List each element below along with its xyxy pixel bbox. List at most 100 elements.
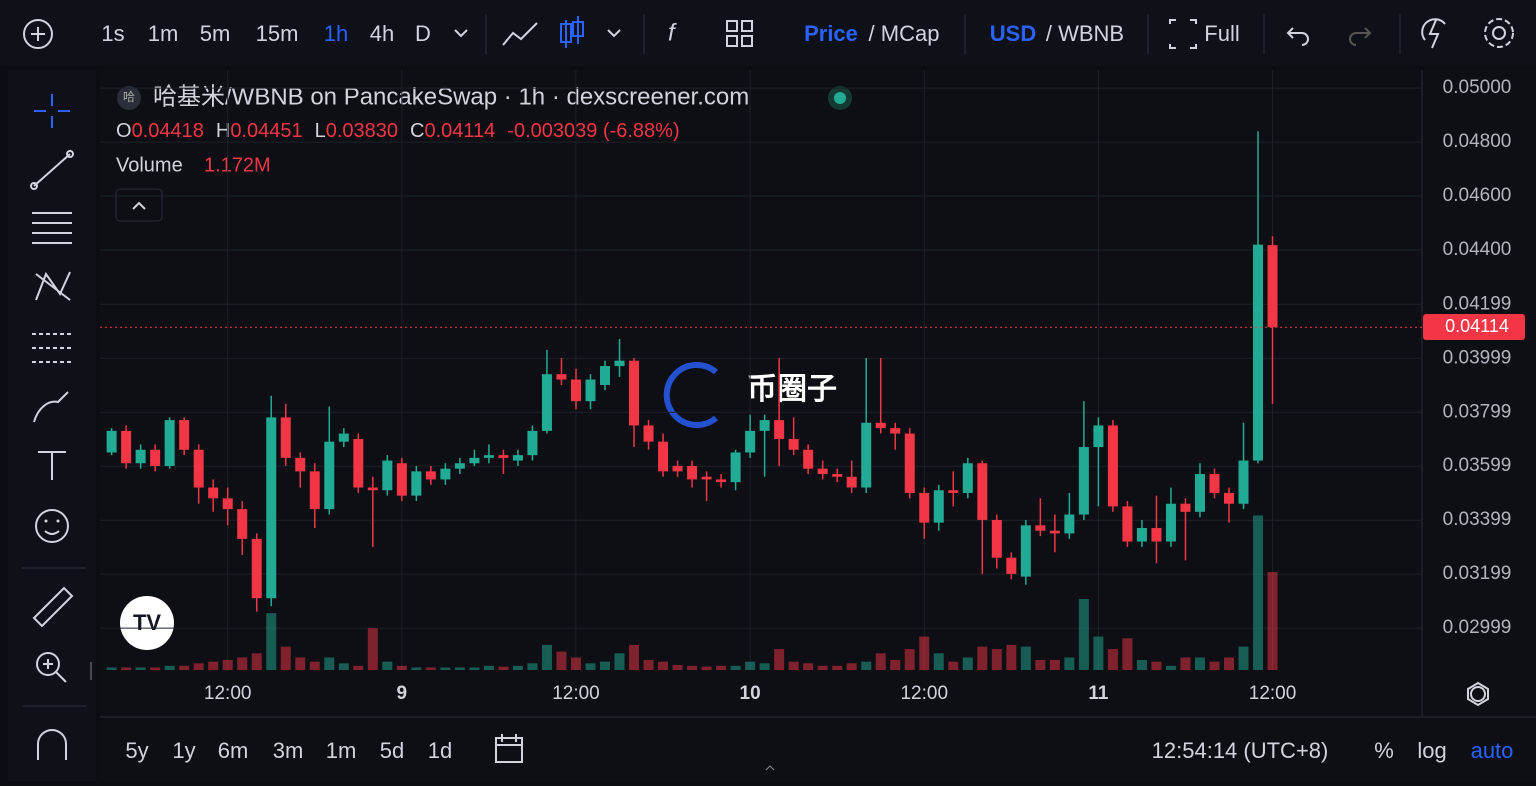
volume-bar [483,665,494,670]
volume-bar [338,663,349,670]
volume-bar [1209,661,1220,670]
volume-bar [846,663,857,670]
candle-body [1180,503,1191,512]
volume-bar [861,661,872,670]
candle-body [1194,474,1205,512]
svg-text:TV: TV [133,610,161,635]
interval[interactable]: 1h [323,21,349,46]
candle-body [1049,530,1060,534]
y-tick-label: 0.03399 [1443,509,1512,530]
clock: 12:54:14 (UTC+8) [1151,738,1329,763]
volume-bar [280,646,291,670]
candle-body [643,425,654,442]
candle-body [382,460,393,491]
candle-body [817,468,828,475]
candle-body [280,417,291,458]
candle-body [556,374,567,380]
candle-body [774,420,785,439]
volume-bar [1122,638,1133,670]
candle-body [396,463,407,496]
volume-bar [411,667,422,670]
volume-bar [469,667,480,670]
volume-bar [556,651,567,670]
wbnb-toggle[interactable]: / WBNB [1045,21,1125,46]
tv-logo[interactable] [120,596,174,650]
y-tick-label: 0.03199 [1443,563,1512,584]
watermark: 币圈子 [747,373,837,406]
x-tick-label: 9 [397,683,408,704]
candle-body [222,498,233,510]
interval[interactable]: 5m [199,21,231,46]
candle-body [1078,447,1089,515]
volume-bar [1006,644,1017,670]
candle-body [759,420,770,431]
candle-body [803,449,814,469]
volume-bar [948,661,959,670]
candle-body [585,379,596,402]
volume-bar [716,665,727,670]
candle-body [687,465,698,480]
candle-body [1107,425,1118,507]
mcap-toggle[interactable]: / MCap [868,21,940,46]
interval[interactable]: 15m [255,21,299,46]
candle-body [701,476,712,480]
range[interactable]: 3m [272,738,304,763]
volume-bar [106,667,117,670]
usd-toggle[interactable]: USD [989,21,1037,46]
candle-body [179,420,190,450]
candle-body [890,428,901,434]
candle-body [367,487,378,491]
candle-body [1223,492,1234,504]
candle-body [977,463,988,520]
range[interactable]: 5y [125,738,149,763]
auto-toggle[interactable]: auto [1470,738,1514,763]
interval[interactable]: D [415,21,431,46]
candle-body [541,374,552,431]
interval[interactable]: 1s [101,21,125,46]
volume-bar [745,661,756,670]
volume-bar [237,657,248,670]
range[interactable]: 1d [427,738,453,763]
percent-toggle[interactable]: % [1374,738,1394,763]
candle-body [1064,514,1075,534]
volume-bar [295,657,306,670]
volume-bar [600,661,611,670]
range[interactable]: 5d [379,738,405,763]
volume-bar [1136,659,1147,670]
volume-bar [454,667,465,670]
collapse-button[interactable] [115,188,163,222]
x-tick-label: 11 [1088,683,1109,704]
date-picker[interactable] [490,732,530,772]
volume-bar [440,667,451,670]
candle-body [324,441,335,510]
candle-body [904,433,915,493]
candle-body [991,519,1002,558]
volume-bar [1078,598,1089,670]
price-toggle[interactable]: Price [804,21,858,46]
volume-bar [962,657,973,670]
range[interactable]: 6m [217,738,249,763]
fullscreen[interactable]: Full [1204,21,1240,46]
candle-body [1006,557,1017,574]
chart-panel [100,70,1536,781]
interval[interactable]: 4h [369,21,395,46]
volume-bar [541,644,552,670]
volume-bar [396,665,407,670]
volume-bar [1267,572,1278,670]
range[interactable]: 1m [325,738,357,763]
candle-body [861,422,872,488]
volume-bar [991,649,1002,670]
log-toggle[interactable]: log [1417,738,1447,763]
interval[interactable]: 1m [147,21,179,46]
volume-bar [832,665,843,670]
candle-body [527,430,538,456]
candle-body [454,463,465,469]
range[interactable]: 1y [172,738,196,763]
candle-body [1151,528,1162,542]
y-tick-label: 0.04600 [1443,185,1512,206]
candle-body [745,430,756,453]
y-tick-label: 0.05000 [1443,77,1512,98]
volume-bar [1107,649,1118,670]
